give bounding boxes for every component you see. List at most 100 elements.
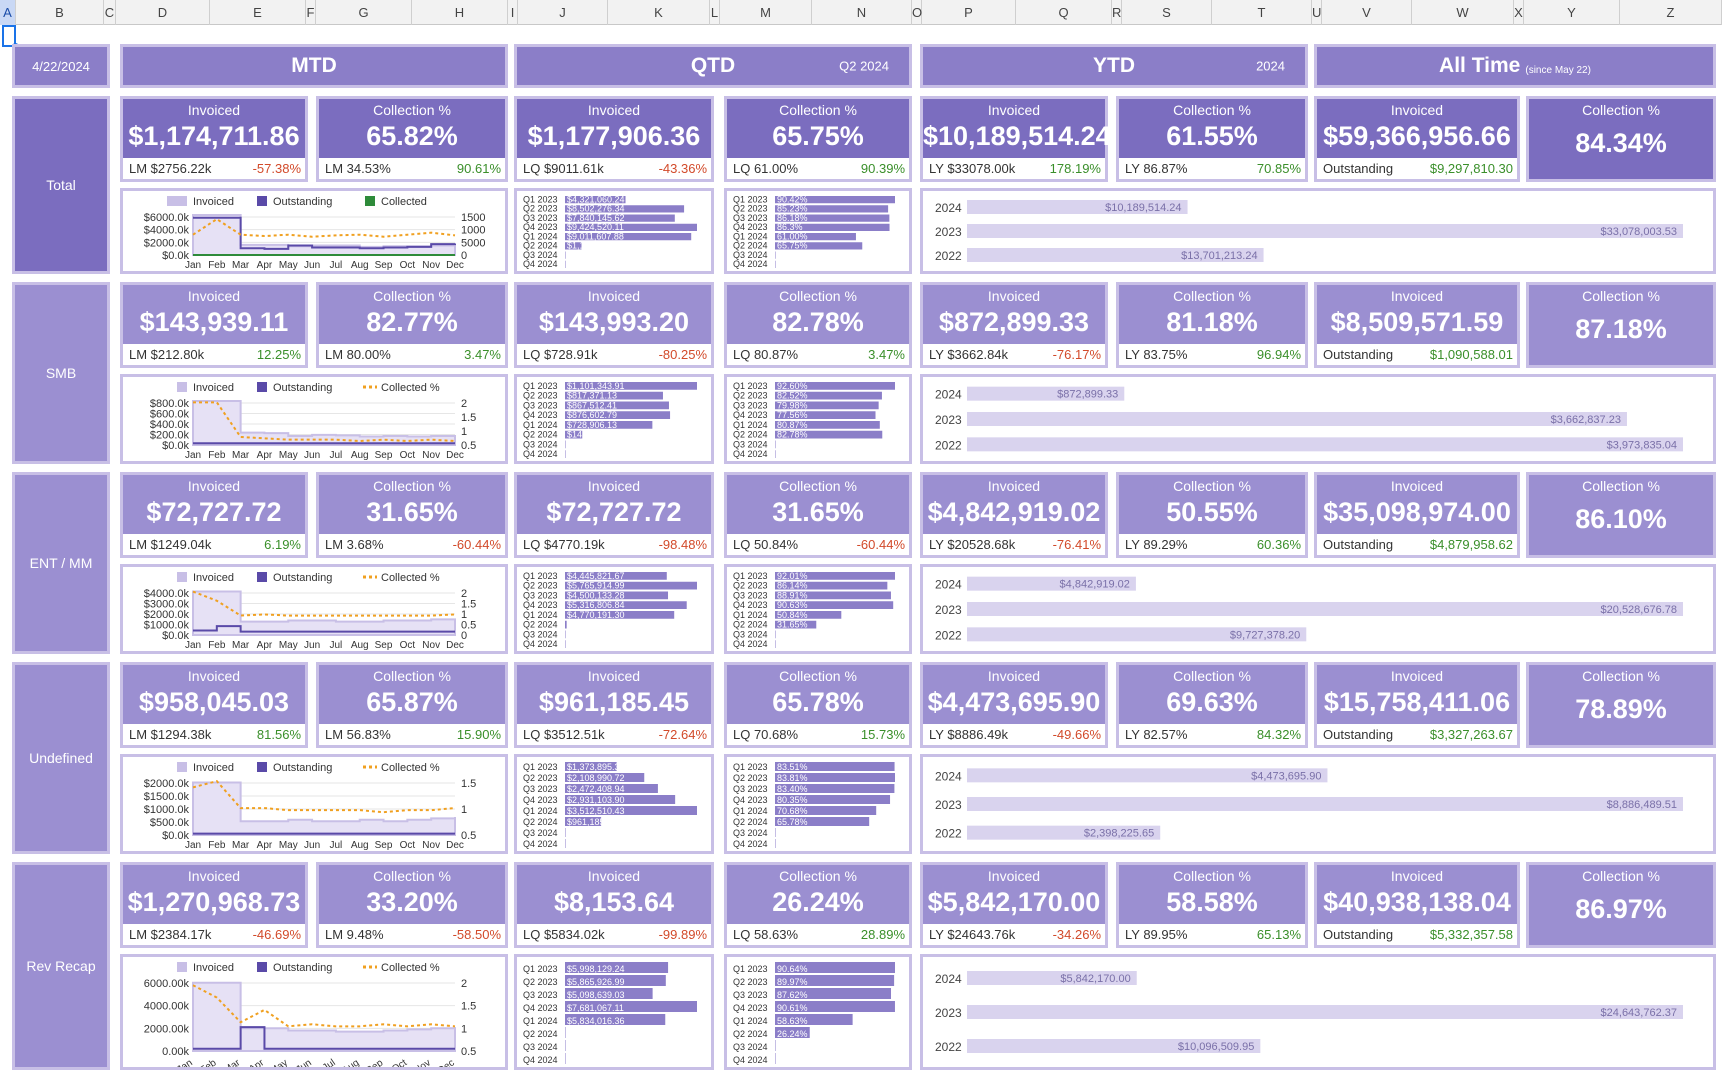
- column-header-b[interactable]: B: [16, 0, 104, 25]
- column-header-l[interactable]: L: [710, 0, 720, 25]
- mtd-collection-rev-recap: Collection % 33.20% LM 9.48% -58.50%: [316, 862, 508, 948]
- mtd-collection-rev-recap-change: -58.50%: [452, 927, 501, 942]
- alltime-collection-undefined-value: 78.89%: [1575, 694, 1667, 724]
- x-tick-label: Aug: [351, 260, 369, 271]
- column-header-g[interactable]: G: [316, 0, 412, 25]
- bar-chart-svg: Q1 2023 $1,101,343.91 Q2 2023 $817,371.13 Q3…: [523, 381, 697, 459]
- bar-category-label: Q4 2023: [523, 222, 558, 232]
- x-tick-label: Mar: [232, 450, 250, 461]
- column-header-y[interactable]: Y: [1524, 0, 1620, 25]
- bar: [565, 430, 583, 439]
- x-tick-label: Mar: [232, 640, 250, 651]
- x-tick-label: Sep: [375, 840, 393, 851]
- bar: [775, 233, 856, 241]
- column-header-j[interactable]: J: [518, 0, 608, 25]
- bar: [565, 440, 566, 449]
- column-header-s[interactable]: S: [1122, 0, 1212, 25]
- ytd-invoiced-smb-label: Invoiced: [987, 288, 1041, 304]
- alltime-invoiced-ent-mm-label: Invoiced: [1390, 478, 1444, 494]
- bar-category-label: Q2 2024: [733, 817, 768, 827]
- series-invoiced-area: [192, 214, 456, 256]
- bar-value-label: 89.97%: [777, 977, 808, 987]
- legend-label-2: Collected %: [381, 762, 440, 774]
- bar: [775, 640, 776, 648]
- column-header-w[interactable]: W: [1412, 0, 1514, 25]
- alltime-invoiced-smb: Invoiced $8,509,571.59 Outstanding $1,090,5…: [1314, 282, 1520, 368]
- banner-mtd: MTD: [120, 44, 508, 88]
- mtd-invoiced-total-label: Invoiced: [187, 102, 241, 118]
- y2-tick-label: 0.5: [461, 1046, 476, 1058]
- x-tick-label: Apr: [257, 260, 273, 271]
- qtd-collection-undefined-change: 15.73%: [860, 727, 905, 742]
- bar-category-label: Q3 2023: [733, 784, 768, 794]
- ytd-invoiced-undefined: Invoiced $4,473,695.90 LY $8886.49k -49.66%: [920, 662, 1108, 748]
- year-bar: [967, 602, 1683, 616]
- legend-swatch-1: [257, 382, 267, 392]
- column-header-o[interactable]: O: [912, 0, 922, 25]
- year-bar: [967, 200, 1188, 214]
- bar: [775, 223, 890, 231]
- column-header-a[interactable]: A: [0, 0, 16, 25]
- column-header-d[interactable]: D: [116, 0, 210, 25]
- mtd-collection-ent-mm-previous: LM 3.68%: [325, 537, 384, 552]
- mtd-invoiced-ent-mm-change: 6.19%: [264, 537, 301, 552]
- y-tick-label: $2000.0k: [144, 778, 190, 790]
- y-tick-label: $800.0k: [150, 398, 190, 410]
- column-header-e[interactable]: E: [210, 0, 306, 25]
- bar: [565, 839, 566, 848]
- x-tick-label: Dec: [446, 450, 464, 461]
- column-header-v[interactable]: V: [1322, 0, 1412, 25]
- bar-value-label: 90.42%: [777, 194, 808, 204]
- ytd-invoiced-rev-recap-label: Invoiced: [987, 868, 1041, 884]
- quarterly-invoiced-chart-smb: Q1 2023 $1,101,343.91 Q2 2023 $817,371.13 Q3…: [514, 374, 714, 464]
- column-header-i[interactable]: I: [508, 0, 518, 25]
- legend-label-2: Collected: [381, 196, 427, 208]
- column-header-r[interactable]: R: [1112, 0, 1122, 25]
- column-header-u[interactable]: U: [1312, 0, 1322, 25]
- bar-category-label: Q1 2024: [523, 1016, 558, 1026]
- bar: [565, 450, 566, 458]
- bar: [775, 421, 880, 429]
- line-chart-svg: Invoiced Outstanding Collected % $800.0k$60…: [150, 382, 476, 461]
- y-tick-label: $200.0k: [150, 430, 190, 442]
- monthly-chart-total: Invoiced Outstanding Collected $6000.0k $400…: [120, 188, 508, 274]
- mtd-invoiced-smb-previous: LM $212.80k: [129, 347, 205, 362]
- bar-value-label: $0.00: [567, 639, 590, 649]
- column-header-n[interactable]: N: [812, 0, 912, 25]
- column-header-z[interactable]: Z: [1620, 0, 1722, 25]
- bar-value-label: 0.00%: [777, 250, 803, 260]
- monthly-chart-rev-recap: Invoiced Outstanding Collected % 6000.00k 40…: [120, 954, 508, 1074]
- legend-label-2: Collected %: [381, 572, 440, 584]
- bar: [775, 975, 895, 986]
- ytd-collection-ent-mm: Collection % 50.55% LY 89.29% 60.36%: [1116, 472, 1308, 558]
- column-header-k[interactable]: K: [608, 0, 710, 25]
- column-header-q[interactable]: Q: [1016, 0, 1112, 25]
- ytd-collection-undefined-value: 69.63%: [1166, 687, 1258, 717]
- qtd-invoiced-undefined-previous: LQ $3512.51k: [523, 727, 605, 742]
- column-header-p[interactable]: P: [922, 0, 1016, 25]
- x-tick-label: Feb: [208, 450, 226, 461]
- ytd-collection-ent-mm-change: 60.36%: [1256, 537, 1301, 552]
- bar-category-label: Q4 2024: [733, 839, 768, 849]
- bar-value-label: 90.63%: [777, 600, 808, 610]
- bar-value-label: $4,445,821.67: [567, 571, 625, 581]
- mtd-collection-smb-value: 82.77%: [366, 307, 458, 337]
- x-tick-label: Apr: [257, 840, 273, 851]
- mtd-collection-rev-recap-footer: LM 9.48% -58.50%: [319, 924, 505, 945]
- yearly-invoiced-chart-ent-mm: 2024 $4,842,919.02 2023 $20,528,676.78 2022 $…: [920, 564, 1716, 654]
- bar-category-label: Q2 2024: [523, 817, 558, 827]
- bar: [565, 630, 566, 639]
- column-header-x[interactable]: X: [1514, 0, 1524, 25]
- qtd-invoiced-ent-mm-footer: LQ $4770.19k -98.48%: [517, 534, 711, 555]
- column-header-h[interactable]: H: [412, 0, 508, 25]
- column-header-m[interactable]: M: [720, 0, 812, 25]
- quarterly-collection-chart-total: Q1 2023 90.42% Q2 2023 85.23% Q3 2023 86.18% Q…: [724, 188, 912, 274]
- bar: [775, 1040, 776, 1051]
- column-header-f[interactable]: F: [306, 0, 316, 25]
- column-header-t[interactable]: T: [1212, 0, 1312, 25]
- series-dashed-line: [192, 590, 456, 617]
- ytd-invoiced-undefined-change: -49.66%: [1052, 727, 1101, 742]
- column-header-c[interactable]: C: [104, 0, 116, 25]
- mtd-invoiced-rev-recap-previous: LM $2384.17k: [129, 927, 212, 942]
